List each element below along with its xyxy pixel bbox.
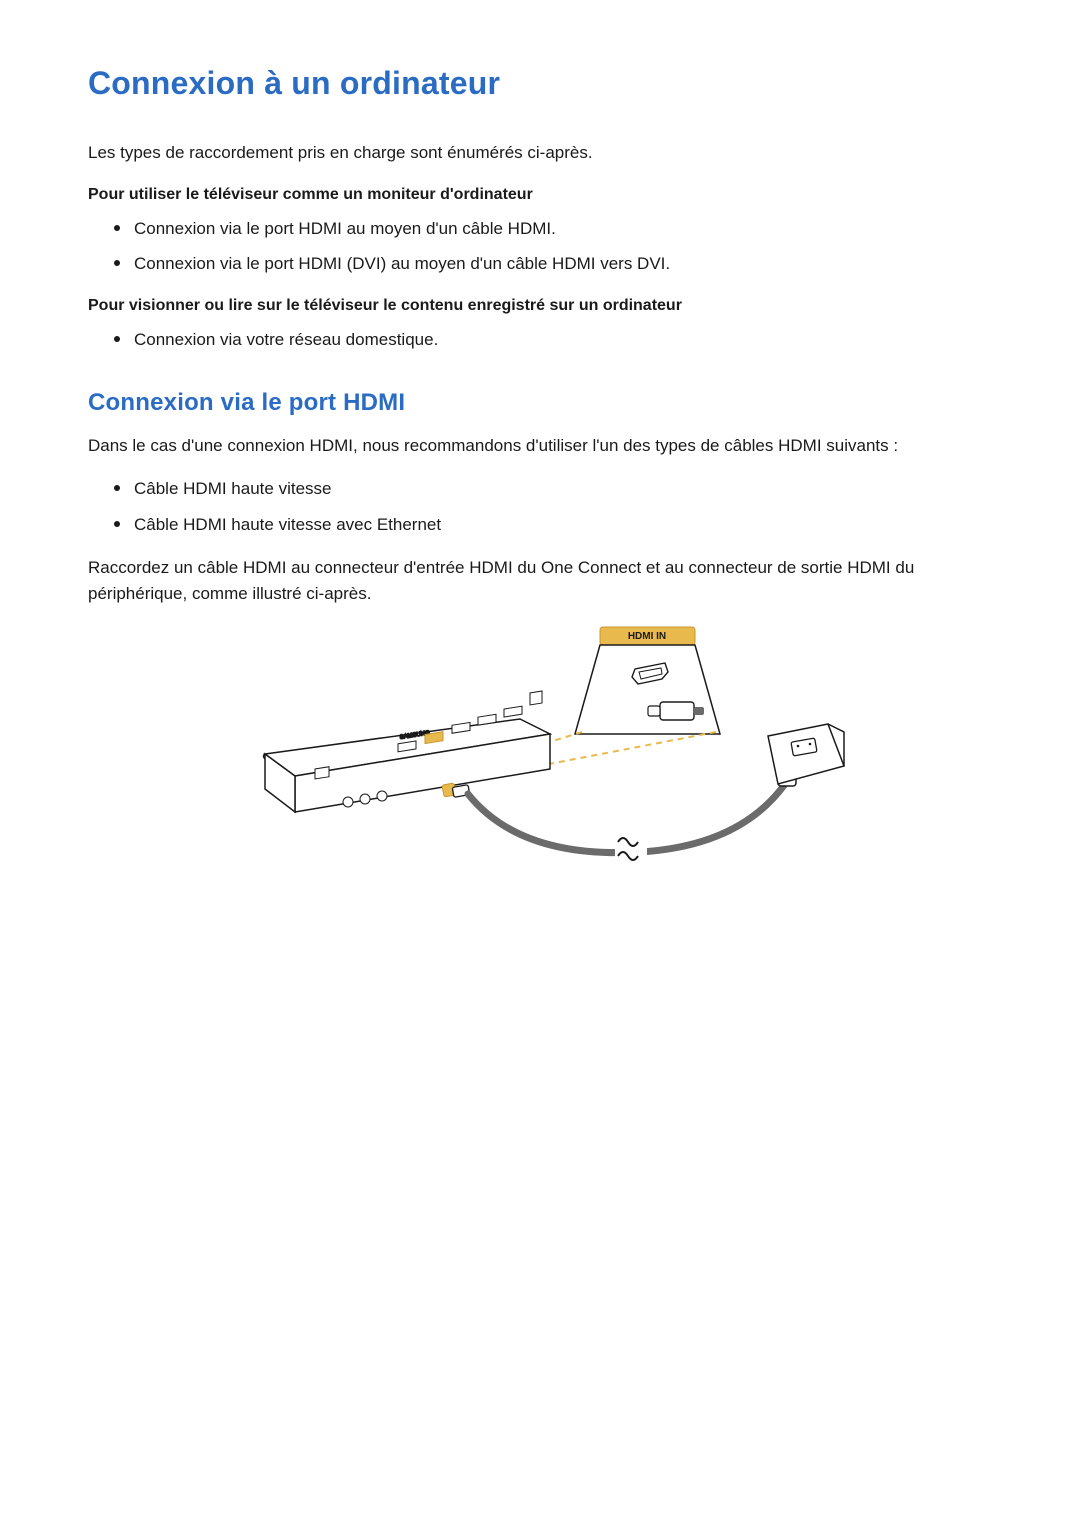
hdmi-plug-right bbox=[768, 724, 844, 786]
hdmi-instruction: Raccordez un câble HDMI au connecteur d'… bbox=[88, 555, 992, 606]
intro-text: Les types de raccordement pris en charge… bbox=[88, 140, 992, 166]
section1-bullets: Connexion via le port HDMI au moyen d'un… bbox=[88, 216, 992, 277]
list-item: Câble HDMI haute vitesse avec Ethernet bbox=[134, 512, 992, 538]
list-item: Connexion via votre réseau domestique. bbox=[134, 327, 992, 353]
section1-heading: Pour utiliser le téléviseur comme un mon… bbox=[88, 184, 992, 206]
list-item: Connexion via le port HDMI au moyen d'un… bbox=[134, 216, 992, 242]
connection-diagram-svg: HDMI IN bbox=[220, 624, 860, 864]
section2-bullets: Connexion via votre réseau domestique. bbox=[88, 327, 992, 353]
hdmi-intro: Dans le cas d'une connexion HDMI, nous r… bbox=[88, 433, 992, 459]
section2-heading: Pour visionner ou lire sur le téléviseur… bbox=[88, 295, 992, 317]
callout-label: HDMI IN bbox=[628, 631, 666, 642]
page-title: Connexion à un ordinateur bbox=[88, 65, 992, 102]
zoom-inset bbox=[575, 645, 720, 734]
hdmi-diagram: HDMI IN bbox=[220, 624, 860, 864]
one-connect-box: SAMSUNG bbox=[264, 691, 551, 812]
list-item: Connexion via le port HDMI (DVI) au moye… bbox=[134, 251, 992, 277]
hdmi-bullets: Câble HDMI haute vitesse Câble HDMI haut… bbox=[88, 476, 992, 537]
list-item: Câble HDMI haute vitesse bbox=[134, 476, 992, 502]
hdmi-subtitle: Connexion via le port HDMI bbox=[88, 389, 992, 417]
